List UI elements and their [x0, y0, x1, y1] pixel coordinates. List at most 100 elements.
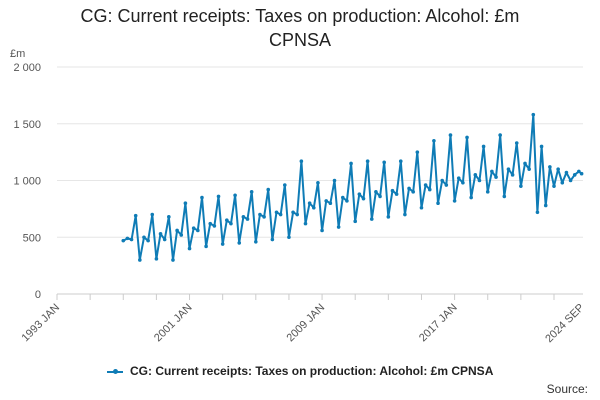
data-point[interactable]: [299, 159, 304, 164]
data-point[interactable]: [560, 180, 565, 185]
data-point[interactable]: [303, 221, 308, 226]
data-point[interactable]: [249, 190, 254, 194]
data-point[interactable]: [519, 184, 523, 188]
data-point[interactable]: [320, 228, 324, 233]
data-point[interactable]: [167, 215, 171, 219]
data-point[interactable]: [548, 165, 552, 169]
data-point[interactable]: [469, 195, 473, 200]
data-point[interactable]: [502, 194, 507, 199]
data-point[interactable]: [436, 201, 440, 205]
data-point[interactable]: [245, 217, 250, 221]
legend[interactable]: CG: Current receipts: Taxes on productio…: [0, 364, 600, 378]
data-point[interactable]: [237, 241, 242, 245]
data-point[interactable]: [208, 221, 213, 226]
data-point[interactable]: [216, 194, 221, 199]
data-point[interactable]: [175, 228, 179, 233]
data-point[interactable]: [196, 228, 200, 233]
data-point[interactable]: [423, 183, 428, 187]
data-point[interactable]: [432, 138, 436, 143]
data-point[interactable]: [158, 232, 163, 236]
data-point[interactable]: [365, 159, 370, 164]
data-point[interactable]: [336, 225, 341, 229]
data-point[interactable]: [510, 173, 515, 177]
data-point[interactable]: [328, 201, 333, 205]
data-point[interactable]: [332, 178, 337, 183]
data-point[interactable]: [187, 246, 192, 251]
data-point[interactable]: [390, 188, 395, 193]
data-point[interactable]: [179, 233, 184, 237]
data-point[interactable]: [266, 187, 271, 192]
data-point[interactable]: [452, 199, 457, 203]
data-point[interactable]: [403, 212, 407, 217]
data-point[interactable]: [138, 258, 142, 262]
data-point[interactable]: [262, 215, 266, 219]
data-point[interactable]: [154, 257, 159, 261]
data-point[interactable]: [357, 192, 362, 196]
data-point[interactable]: [133, 213, 138, 218]
data-point[interactable]: [514, 141, 519, 145]
data-point[interactable]: [506, 167, 511, 171]
data-point[interactable]: [150, 212, 155, 217]
data-point[interactable]: [353, 219, 358, 224]
data-point[interactable]: [233, 193, 237, 198]
data-point[interactable]: [407, 186, 411, 191]
data-point[interactable]: [564, 170, 569, 175]
data-point[interactable]: [394, 192, 399, 196]
data-point[interactable]: [539, 144, 544, 149]
data-point[interactable]: [324, 199, 329, 203]
data-point[interactable]: [200, 195, 204, 200]
data-point[interactable]: [386, 215, 391, 219]
data-point[interactable]: [427, 187, 432, 192]
data-point[interactable]: [349, 161, 353, 166]
data-point[interactable]: [440, 178, 444, 183]
data-point[interactable]: [481, 144, 486, 149]
data-point[interactable]: [523, 161, 527, 166]
data-point[interactable]: [278, 212, 283, 217]
data-point[interactable]: [461, 180, 465, 185]
data-point[interactable]: [146, 238, 150, 243]
data-point[interactable]: [204, 244, 208, 249]
data-point[interactable]: [556, 167, 560, 171]
data-point[interactable]: [398, 159, 403, 164]
data-point[interactable]: [411, 190, 415, 194]
data-point[interactable]: [448, 133, 453, 137]
data-point[interactable]: [287, 235, 291, 240]
data-point[interactable]: [129, 237, 134, 242]
data-point[interactable]: [258, 212, 262, 217]
data-point[interactable]: [485, 190, 490, 194]
data-point[interactable]: [490, 169, 494, 174]
data-point[interactable]: [494, 175, 498, 179]
data-point[interactable]: [311, 205, 316, 210]
data-point[interactable]: [419, 205, 424, 210]
data-point[interactable]: [274, 210, 279, 215]
data-point[interactable]: [225, 218, 229, 223]
data-point[interactable]: [121, 238, 126, 243]
data-point[interactable]: [282, 183, 287, 187]
data-point[interactable]: [374, 190, 378, 194]
data-point[interactable]: [229, 221, 233, 226]
data-point[interactable]: [241, 215, 246, 219]
data-point[interactable]: [345, 199, 349, 203]
data-point[interactable]: [369, 217, 374, 221]
data-point[interactable]: [291, 210, 295, 215]
data-point[interactable]: [378, 194, 382, 199]
data-point[interactable]: [220, 242, 225, 246]
data-point[interactable]: [307, 201, 312, 205]
data-point[interactable]: [568, 178, 573, 183]
data-point[interactable]: [572, 173, 577, 177]
data-point[interactable]: [456, 176, 461, 181]
data-point[interactable]: [535, 210, 540, 215]
data-point[interactable]: [531, 112, 536, 117]
data-point[interactable]: [171, 258, 175, 262]
data-point[interactable]: [162, 237, 167, 242]
data-point[interactable]: [527, 167, 531, 171]
data-point[interactable]: [477, 178, 482, 183]
data-point[interactable]: [340, 195, 345, 200]
data-point[interactable]: [415, 150, 420, 154]
data-point[interactable]: [183, 201, 188, 205]
data-point[interactable]: [361, 196, 366, 201]
data-point[interactable]: [125, 236, 130, 241]
data-point[interactable]: [579, 171, 584, 176]
data-point[interactable]: [465, 135, 469, 140]
data-point[interactable]: [543, 203, 548, 208]
